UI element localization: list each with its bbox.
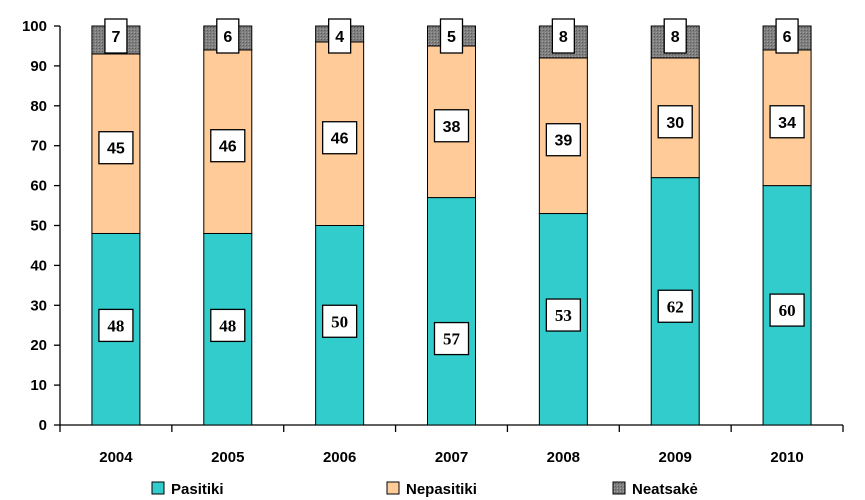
legend-swatch-nepasitiki — [386, 481, 400, 495]
value-box-neatsake-2006 — [327, 18, 352, 54]
x-tick-label: 2004 — [99, 449, 133, 466]
value-box-neatsake-2008 — [551, 18, 576, 54]
value-label-neatsake-2004: 7 — [111, 29, 120, 46]
y-tick-label: 70 — [30, 138, 47, 155]
x-tick-label: 2010 — [770, 449, 803, 466]
value-label-neatsake-2005: 6 — [223, 29, 232, 46]
x-tick-label: 2009 — [659, 449, 692, 466]
value-box-neatsake-2004 — [104, 18, 128, 54]
y-tick-label: 0 — [39, 417, 47, 434]
y-tick-label: 80 — [30, 98, 47, 115]
bar-pasitiki-2007 — [427, 197, 476, 426]
x-axis-ticks: 2004 2005 2006 2007 2008 2009 2010 — [59, 425, 844, 466]
value-label-neatsake-2009: 8 — [671, 29, 680, 46]
value-label-nepasitiki-2006: 46 — [331, 131, 349, 148]
bars — [91, 25, 812, 426]
value-label-pasitiki-2006: 50 — [331, 312, 348, 331]
value-label-pasitiki-2005: 48 — [219, 316, 236, 335]
legend-label-pasitiki: Pasitiki — [171, 481, 224, 498]
value-box-pasitiki-2005 — [210, 308, 246, 343]
y-tick-label: 40 — [30, 257, 47, 274]
y-tick-label: 30 — [30, 297, 47, 314]
value-box-pasitiki-2006 — [321, 304, 358, 338]
value-label-nepasitiki-2010: 34 — [778, 115, 796, 132]
y-tick-label: 10 — [30, 377, 47, 394]
value-box-nepasitiki-2006 — [321, 121, 358, 155]
value-box-nepasitiki-2009 — [657, 105, 693, 139]
y-tick-label: 20 — [30, 337, 47, 354]
y-tick-label: 60 — [30, 178, 47, 195]
y-tick-label: 100 — [22, 18, 47, 35]
value-label-nepasitiki-2008: 39 — [554, 133, 572, 150]
value-label-pasitiki-2008: 53 — [555, 306, 572, 325]
value-box-pasitiki-2004 — [98, 308, 134, 343]
y-tick-label: 50 — [30, 218, 47, 235]
value-label-pasitiki-2010: 60 — [779, 301, 796, 320]
value-label-neatsake-2008: 8 — [559, 29, 568, 46]
value-label-nepasitiki-2005: 46 — [219, 139, 237, 156]
value-box-nepasitiki-2004 — [98, 131, 134, 165]
legend: Pasitiki Nepasitiki Neatsakė — [151, 481, 698, 498]
value-label-pasitiki-2009: 62 — [667, 297, 684, 316]
value-box-neatsake-2007 — [439, 18, 464, 54]
value-label-neatsake-2010: 6 — [783, 29, 792, 46]
value-label-pasitiki-2007: 57 — [443, 330, 461, 349]
value-label-pasitiki-2004: 48 — [107, 316, 124, 335]
value-box-nepasitiki-2007 — [433, 109, 470, 143]
value-box-neatsake-2009 — [663, 18, 687, 54]
x-tick-label: 2005 — [211, 449, 244, 466]
legend-label-nepasitiki: Nepasitiki — [406, 481, 477, 498]
y-tick-label: 90 — [30, 58, 47, 75]
value-box-pasitiki-2009 — [657, 289, 693, 323]
value-label-neatsake-2007: 5 — [447, 29, 456, 46]
value-box-pasitiki-2008 — [545, 298, 582, 332]
x-tick-label: 2007 — [435, 449, 468, 466]
legend-label-neatsake: Neatsakė — [632, 481, 698, 498]
value-label-nepasitiki-2004: 45 — [107, 141, 125, 158]
legend-swatch-neatsake — [612, 481, 626, 495]
legend-swatch-pasitiki — [151, 481, 165, 495]
value-label-nepasitiki-2007: 38 — [443, 119, 461, 136]
value-label-neatsake-2006: 4 — [335, 29, 344, 46]
value-box-nepasitiki-2010 — [769, 105, 805, 139]
value-label-nepasitiki-2009: 30 — [666, 115, 684, 132]
value-box-nepasitiki-2005 — [210, 129, 246, 163]
value-box-pasitiki-2007 — [433, 321, 470, 356]
value-box-neatsake-2005 — [216, 18, 240, 54]
value-box-neatsake-2010 — [775, 18, 799, 54]
x-tick-label: 2006 — [323, 449, 356, 466]
x-tick-label: 2008 — [547, 449, 580, 466]
value-box-pasitiki-2010 — [769, 293, 805, 327]
value-box-nepasitiki-2008 — [545, 123, 582, 157]
y-axis-ticks: 0 10 20 30 40 50 60 70 80 90 100 — [22, 18, 60, 434]
